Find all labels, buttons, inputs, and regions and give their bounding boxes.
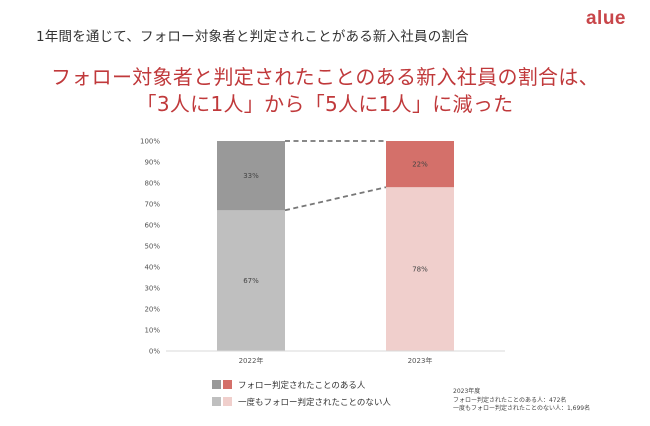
data-label: 22%	[412, 161, 428, 169]
brand-logo: alue	[585, 8, 626, 29]
footnote-year: 2023年度	[453, 388, 481, 395]
legend-swatch-2022	[212, 380, 221, 389]
headline-line-1: フォロー対象者と判定されたことのある新入社員の割合は、	[51, 65, 599, 89]
data-label: 33%	[243, 172, 259, 180]
legend-item-never-followed: 一度もフォロー判定されたことのない人	[212, 395, 391, 408]
connector-line-split	[284, 186, 387, 212]
legend-label: 一度もフォロー判定されたことのない人	[238, 397, 391, 408]
bar-segment	[386, 141, 454, 188]
y-tick-label: 80%	[144, 180, 160, 188]
x-tick-label: 2023年	[408, 356, 433, 365]
y-tick-label: 30%	[144, 285, 160, 293]
legend: フォロー判定されたことのある人 一度もフォロー判定されたことのない人	[212, 378, 391, 412]
data-label: 78%	[412, 266, 428, 274]
bar-segment	[386, 187, 454, 351]
footnote-line-1: フォロー判定されたことのある人：472名	[453, 396, 567, 404]
legend-swatch-2023	[223, 380, 232, 389]
headline-line-2: 「3人に1人」から「5人に1人」に減った	[136, 92, 514, 116]
bar-segment	[217, 210, 285, 351]
y-axis: 0% 10% 20% 30% 40% 50% 60% 70% 80% 90% 100%	[140, 138, 160, 356]
y-tick-label: 50%	[144, 243, 160, 251]
bar-group: 67% 33% 78% 22%	[217, 141, 454, 351]
y-tick-label: 40%	[144, 264, 160, 272]
connector-lines	[284, 140, 387, 212]
x-axis: 2022年 2023年	[166, 350, 505, 365]
footnote-line-2: 一度もフォロー判定されたことのない人：1,699名	[453, 405, 591, 412]
y-tick-label: 10%	[144, 327, 160, 335]
footnote: 2023年度 フォロー判定されたことのある人：472名 一度もフォロー判定された…	[453, 388, 590, 414]
x-tick-label: 2022年	[239, 356, 264, 365]
legend-swatch-2022	[212, 397, 221, 406]
headline: フォロー対象者と判定されたことのある新入社員の割合は、 「3人に1人」から「5人…	[0, 64, 650, 118]
y-tick-label: 60%	[144, 222, 160, 230]
y-tick-label: 20%	[144, 306, 160, 314]
legend-item-followed: フォロー判定されたことのある人	[212, 378, 391, 391]
y-tick-label: 0%	[149, 348, 160, 356]
slide-title: 1年間を通じて、フォロー対象者と判定されことがある新入社員の割合	[36, 29, 469, 45]
bar-segment	[217, 141, 285, 211]
legend-swatch-2023	[223, 397, 232, 406]
legend-label: フォロー判定されたことのある人	[238, 380, 366, 391]
y-tick-label: 90%	[144, 159, 160, 167]
y-tick-label: 70%	[144, 201, 160, 209]
y-tick-label: 100%	[140, 138, 160, 146]
data-label: 67%	[243, 277, 259, 285]
